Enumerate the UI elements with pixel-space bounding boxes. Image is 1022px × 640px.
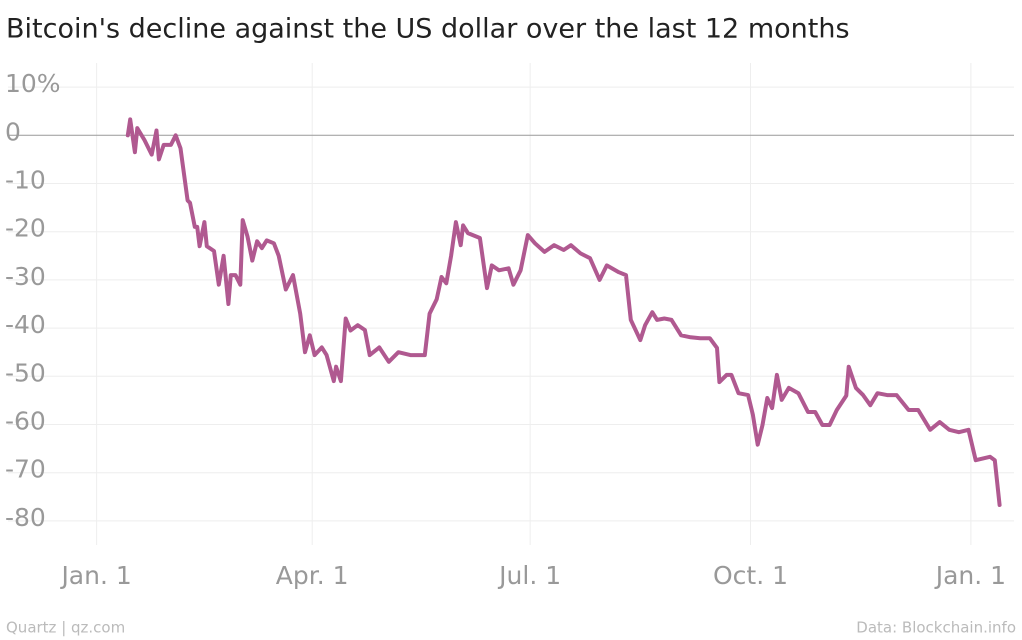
y-tick-label: -30	[5, 262, 46, 291]
y-tick-label: 0	[5, 117, 21, 146]
credit: Quartz | qz.com	[6, 619, 125, 637]
x-tick-label: Jul. 1	[497, 561, 561, 590]
y-tick-label: -60	[5, 407, 46, 436]
source: Data: Blockchain.info	[856, 619, 1016, 637]
x-tick-label: Oct. 1	[713, 561, 788, 590]
y-tick-label: -20	[5, 214, 46, 243]
chart-title: Bitcoin's decline against the US dollar …	[6, 14, 850, 45]
y-tick-label: -40	[5, 310, 46, 339]
y-tick-label: -70	[5, 455, 46, 484]
line	[125, 117, 1002, 507]
x-tick-label: Jan. 1	[934, 561, 1006, 590]
x-tick-label: Apr. 1	[276, 561, 349, 590]
x-tick-label: Jan. 1	[59, 561, 131, 590]
y-tick-label: -80	[5, 503, 46, 532]
y-tick-label: 10%	[5, 69, 61, 98]
y-tick-label: -50	[5, 358, 46, 387]
y-tick-label: -10	[5, 166, 46, 195]
